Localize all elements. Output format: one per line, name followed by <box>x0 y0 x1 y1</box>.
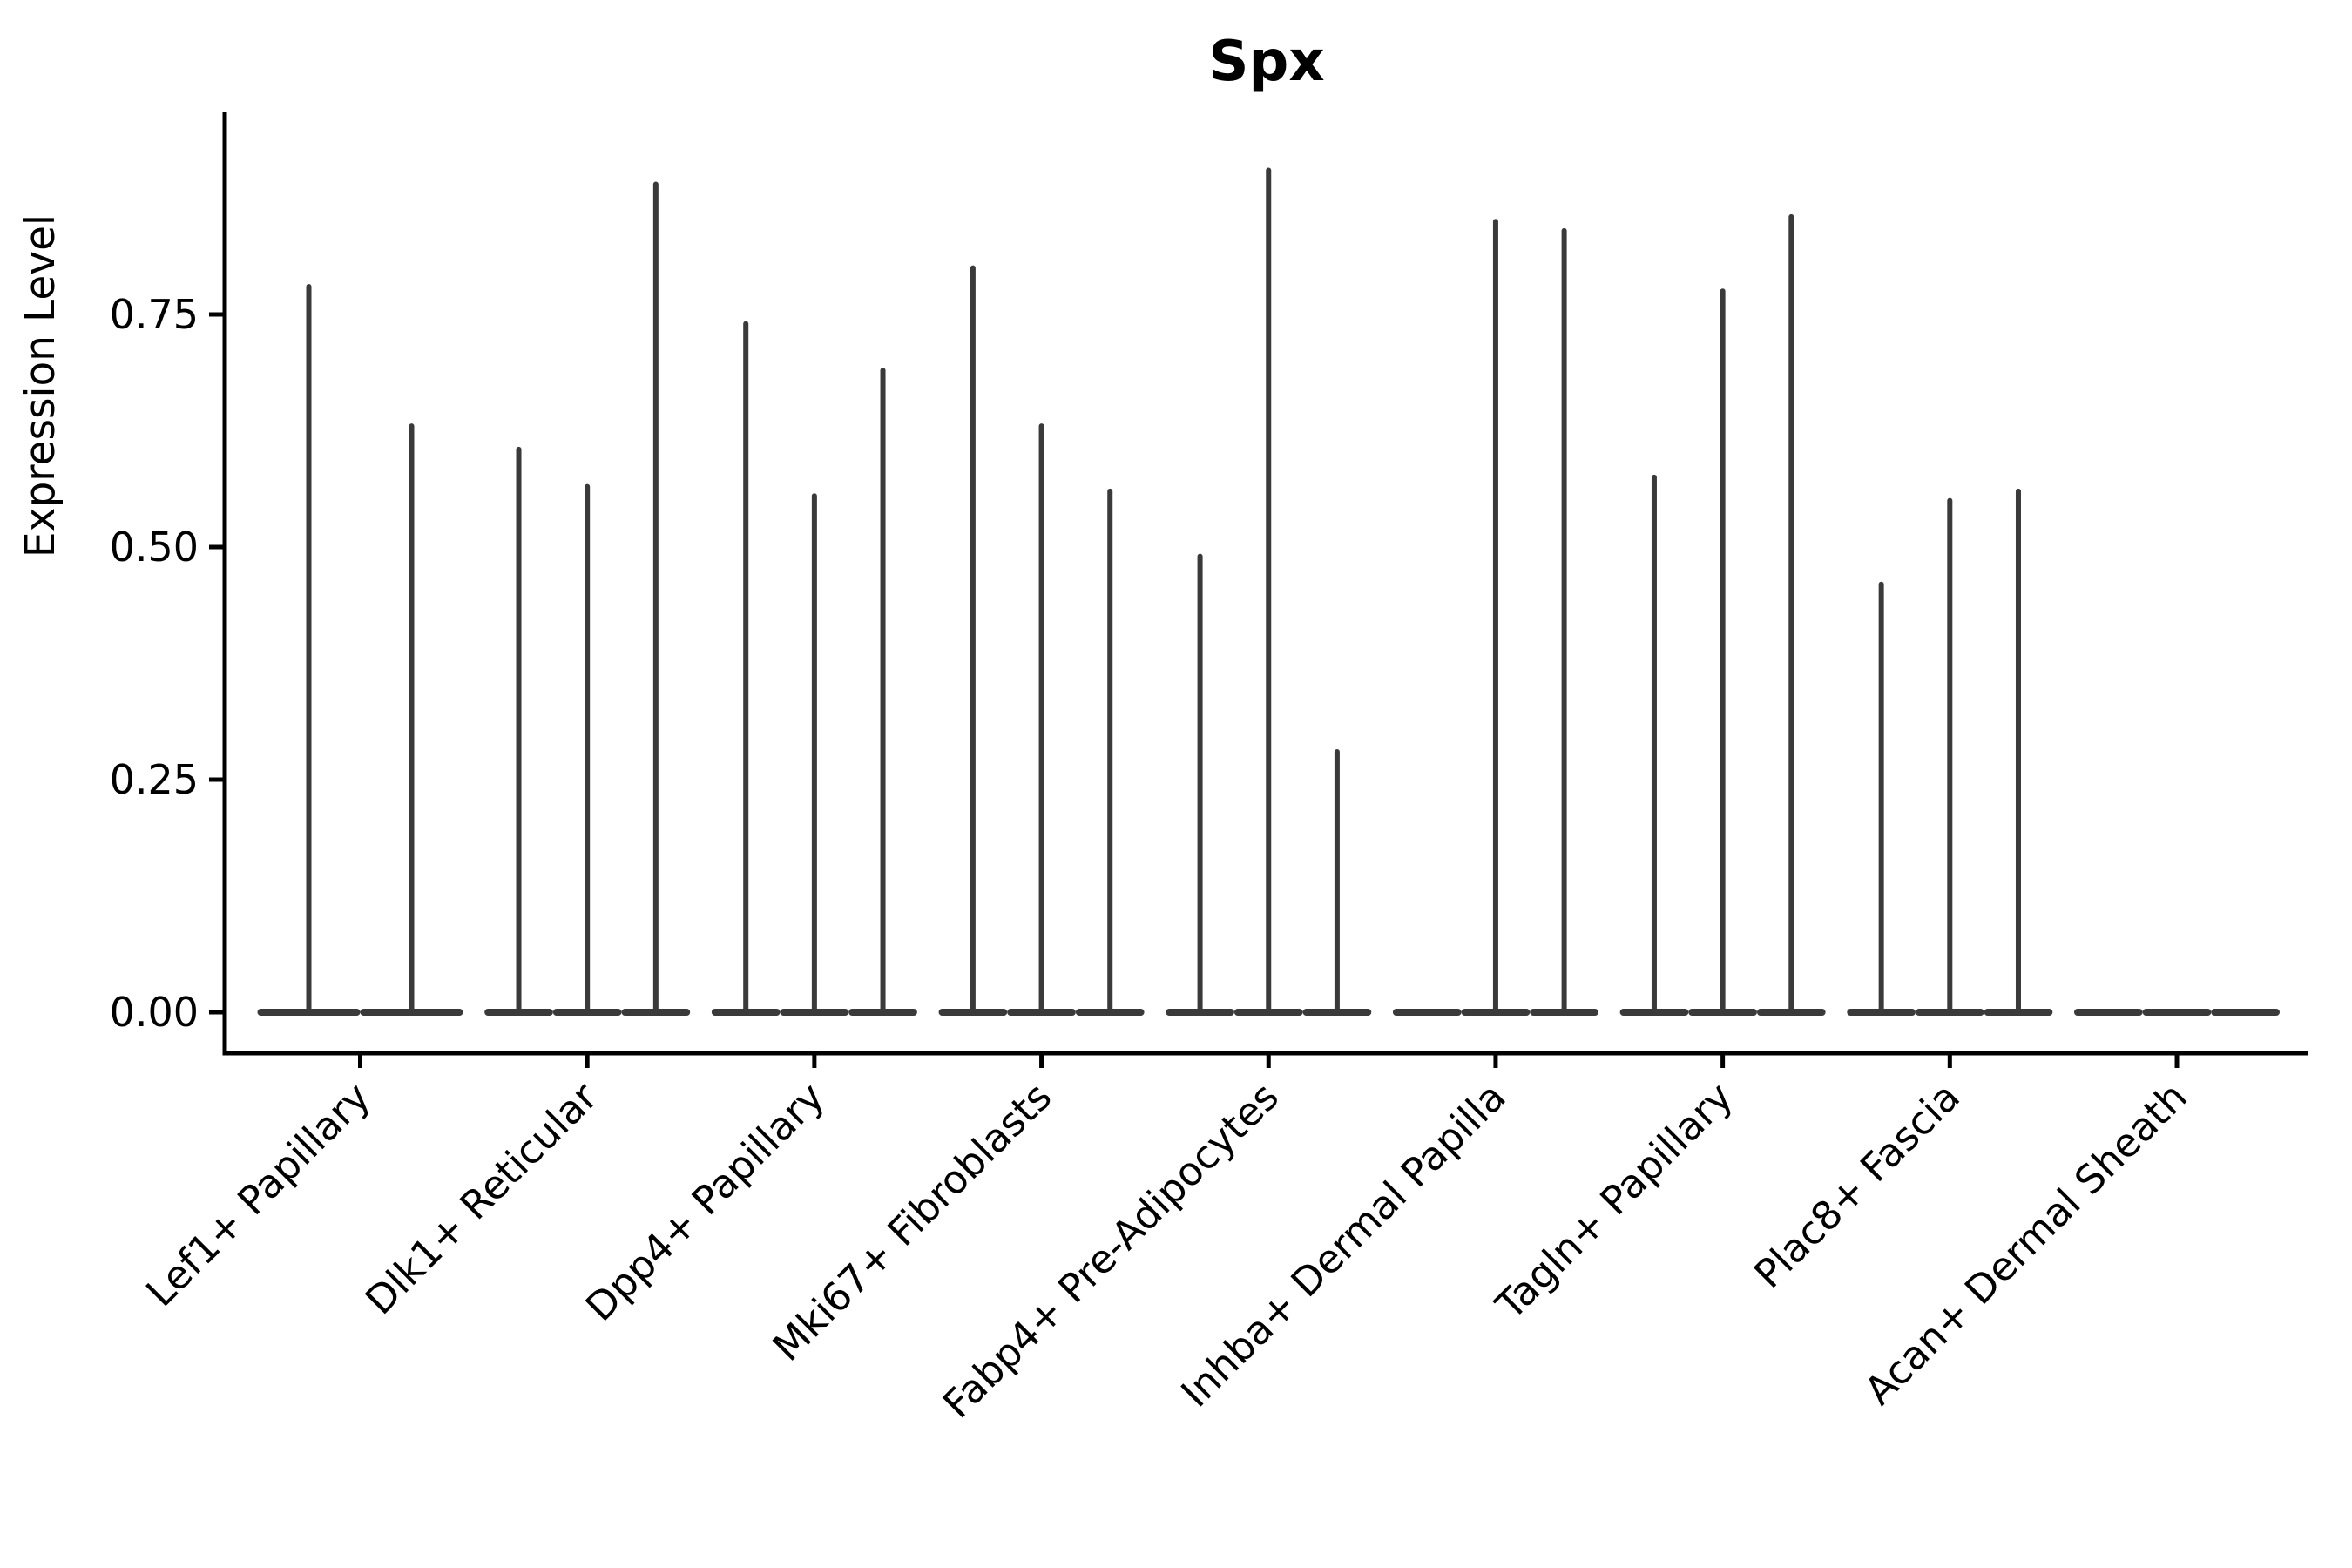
y-axis-title: Expression Level <box>17 214 64 558</box>
y-tick-label: 0.00 <box>110 989 199 1036</box>
x-tick-label: Dlk1+ Reticular <box>356 1073 606 1323</box>
x-tick-label: Lef1+ Papillary <box>137 1073 379 1315</box>
chart-title: Spx <box>1208 30 1324 94</box>
violin-base <box>2074 1009 2143 1016</box>
violin-base <box>2142 1009 2212 1016</box>
y-tick-label: 0.75 <box>110 291 199 338</box>
violin-base <box>2211 1009 2280 1016</box>
x-tick-label: Tagln+ Papillary <box>1486 1073 1741 1328</box>
violin-base <box>1392 1009 1462 1016</box>
y-tick-label: 0.25 <box>110 756 199 803</box>
y-tick-label: 0.50 <box>110 524 199 571</box>
x-tick-label: Plac8+ Fascia <box>1745 1073 1969 1297</box>
x-tick-label: Dpp4+ Papillary <box>577 1073 834 1330</box>
